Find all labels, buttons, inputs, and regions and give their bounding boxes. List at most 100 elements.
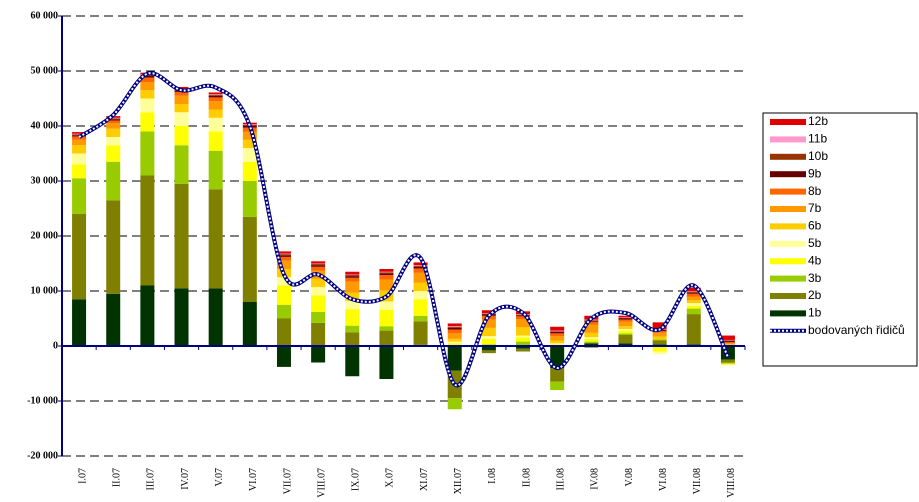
legend-swatch xyxy=(770,293,806,299)
bar-segment xyxy=(652,322,667,329)
bar-segment xyxy=(174,86,189,89)
bar-segment xyxy=(447,341,462,344)
bar-segment xyxy=(686,291,701,292)
bar-segment xyxy=(413,272,428,283)
x-tick-label: IX.07 xyxy=(351,468,362,491)
bar-segment xyxy=(720,341,735,343)
bar-segment xyxy=(311,322,326,346)
bar-segment xyxy=(72,132,87,134)
bar-segment xyxy=(208,94,223,96)
bar-segment xyxy=(106,293,121,346)
bar-segment xyxy=(276,253,291,255)
bar-segment xyxy=(208,189,223,289)
bar-segment xyxy=(686,300,701,304)
bar-segment xyxy=(516,341,531,346)
x-tick-label: IV.07 xyxy=(180,468,191,490)
bar-segment xyxy=(242,216,257,302)
bar-segment xyxy=(311,278,326,288)
legend-label: 9b xyxy=(808,166,822,180)
bar-segment xyxy=(447,338,462,342)
x-tick-label: V.08 xyxy=(624,468,635,486)
bar-segment xyxy=(242,181,257,217)
bar-segment xyxy=(72,214,87,300)
bar-segment xyxy=(618,330,633,334)
y-tick-label: -20 000 xyxy=(27,450,58,461)
legend-swatch xyxy=(770,119,806,125)
bar-segment xyxy=(208,109,223,118)
bar-segment xyxy=(379,346,394,379)
bar-segment xyxy=(413,265,428,266)
x-tick-label: VII.07 xyxy=(282,468,293,494)
bar-segment xyxy=(276,255,291,257)
bar-segment xyxy=(686,293,701,297)
bar-segment xyxy=(208,94,223,95)
bar-segment xyxy=(106,161,121,201)
bar-segment xyxy=(106,137,121,146)
bar-segment xyxy=(584,343,599,346)
bar-segment xyxy=(550,330,565,332)
bar-segment xyxy=(550,326,565,331)
bar-segment xyxy=(584,341,599,344)
legend-label: 4b xyxy=(808,253,822,267)
bar-segment xyxy=(516,348,531,352)
bar-segment xyxy=(174,95,189,104)
bar-segment xyxy=(242,302,257,346)
bar-segment xyxy=(652,346,667,352)
bar-segment xyxy=(481,338,496,345)
x-tick-label: I.07 xyxy=(77,468,88,484)
x-tick-label: XI.07 xyxy=(419,468,430,491)
bar-segment xyxy=(345,274,360,276)
y-tick-label: -10 000 xyxy=(27,395,58,406)
bar-segment xyxy=(174,104,189,113)
bar-segment xyxy=(550,346,565,368)
bar-segment xyxy=(447,333,462,339)
bar-segment xyxy=(618,317,633,318)
bar-segment xyxy=(208,101,223,110)
x-tick-label: IV.08 xyxy=(590,468,601,490)
y-tick-label: 40 000 xyxy=(31,120,59,131)
bar-segment xyxy=(618,321,633,327)
bar-segment xyxy=(379,269,394,272)
bar-segment xyxy=(550,331,565,334)
bar-segment xyxy=(652,332,667,337)
bar-segment xyxy=(618,328,633,331)
bar-segment xyxy=(140,82,155,91)
bar-segment xyxy=(208,150,223,190)
bar-segment xyxy=(208,92,223,95)
bar-segment xyxy=(618,315,633,318)
bar-segment xyxy=(208,95,223,98)
bar-segment xyxy=(345,271,360,275)
bar-segment xyxy=(481,327,496,337)
bar-segment xyxy=(140,285,155,346)
bar-segment xyxy=(208,288,223,346)
bar-segment xyxy=(379,330,394,346)
bar-segment xyxy=(481,350,496,354)
bar-segment xyxy=(311,266,326,271)
bar-segment xyxy=(413,315,428,322)
bar-segment xyxy=(242,148,257,162)
legend-label: 7b xyxy=(808,201,822,215)
legend-swatch xyxy=(770,136,806,143)
bar-segment xyxy=(550,340,565,344)
x-tick-label: V.07 xyxy=(214,468,225,486)
bar-segment xyxy=(72,153,87,165)
bar-segment xyxy=(413,321,428,345)
bar-segment xyxy=(72,133,87,135)
x-tick-label: I.08 xyxy=(487,468,498,484)
bar-segment xyxy=(106,120,121,124)
bar-segment xyxy=(106,123,121,129)
bar-segment xyxy=(345,277,360,282)
bar-segment xyxy=(276,254,291,256)
bar-segment xyxy=(345,332,360,346)
bar-segment xyxy=(345,281,360,293)
bar-segment xyxy=(174,288,189,346)
bar-segment xyxy=(106,119,121,121)
x-tick-label: II.07 xyxy=(112,468,123,487)
y-tick-label: 50 000 xyxy=(31,65,59,76)
x-tick-label: VIII.08 xyxy=(726,468,737,498)
bar-segment xyxy=(618,318,633,320)
bar-segment xyxy=(208,97,223,102)
bar-segment xyxy=(516,316,531,320)
legend-swatch xyxy=(770,153,806,160)
